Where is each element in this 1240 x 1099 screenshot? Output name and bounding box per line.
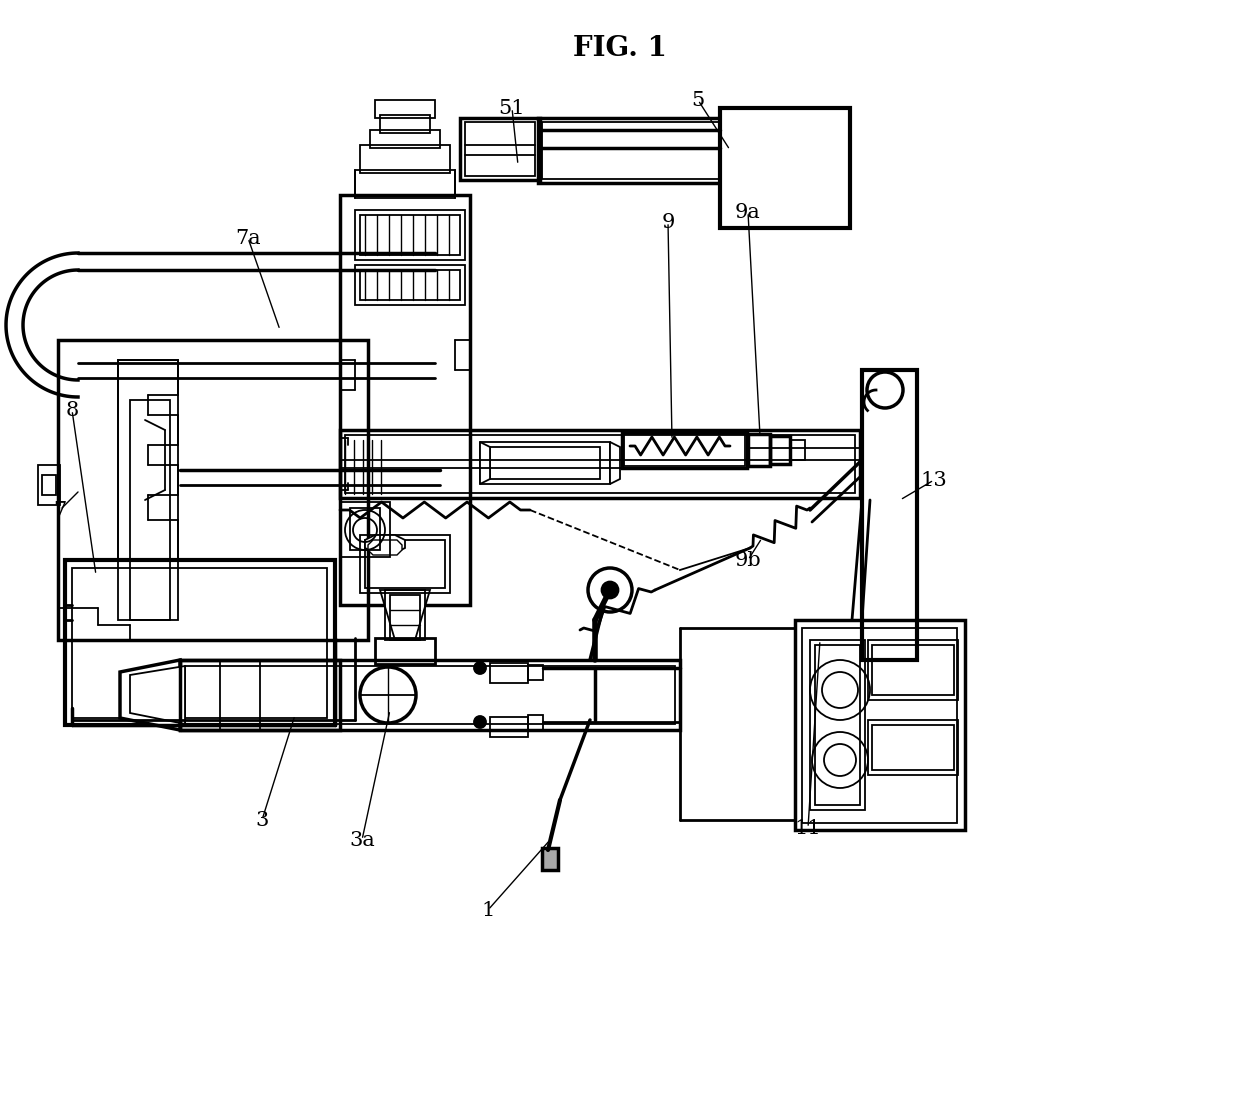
Text: 7a: 7a — [236, 229, 260, 247]
Bar — [528, 715, 543, 730]
Bar — [350, 508, 379, 550]
Bar — [770, 436, 790, 464]
Bar — [374, 639, 435, 664]
Bar — [391, 595, 420, 640]
Text: 9: 9 — [661, 212, 675, 232]
Bar — [340, 195, 470, 606]
Text: 13: 13 — [920, 470, 947, 489]
Bar — [802, 628, 957, 823]
Bar — [622, 432, 746, 468]
Bar — [542, 122, 719, 179]
Text: 3a: 3a — [350, 831, 374, 850]
Polygon shape — [379, 590, 430, 640]
Bar — [624, 434, 745, 466]
Circle shape — [474, 717, 486, 728]
Bar — [538, 118, 723, 184]
Bar — [118, 360, 179, 620]
Bar — [748, 434, 770, 466]
Text: 3: 3 — [255, 810, 269, 830]
Bar — [480, 442, 610, 484]
Text: 9a: 9a — [735, 202, 761, 222]
Bar — [72, 568, 327, 718]
Bar — [42, 475, 56, 495]
Bar — [528, 665, 543, 680]
Bar — [374, 100, 435, 118]
Bar — [460, 118, 539, 180]
Text: 5: 5 — [692, 90, 704, 110]
Bar — [720, 108, 849, 227]
Bar — [872, 725, 954, 770]
Bar — [355, 210, 465, 260]
Bar — [355, 265, 465, 306]
Bar — [790, 440, 805, 460]
Bar — [355, 170, 455, 198]
Polygon shape — [480, 442, 490, 484]
Bar — [868, 640, 959, 700]
Bar — [490, 717, 528, 737]
Bar — [542, 848, 558, 870]
Text: 1: 1 — [481, 900, 495, 920]
Bar — [130, 400, 170, 620]
Bar — [810, 640, 866, 810]
Bar — [868, 720, 959, 775]
Bar — [862, 370, 918, 660]
Bar — [360, 535, 450, 593]
Bar — [340, 502, 391, 557]
Bar — [490, 447, 600, 479]
Bar — [360, 145, 450, 173]
Polygon shape — [130, 666, 185, 724]
Circle shape — [474, 662, 486, 674]
Bar — [180, 660, 680, 730]
Bar — [815, 645, 861, 804]
Bar — [370, 130, 440, 148]
Bar — [365, 540, 445, 588]
Polygon shape — [365, 535, 405, 553]
Bar — [384, 590, 425, 640]
Polygon shape — [368, 540, 402, 555]
Text: 11: 11 — [795, 819, 821, 837]
Text: 8: 8 — [66, 400, 78, 420]
Bar — [795, 620, 965, 830]
Bar — [180, 660, 340, 730]
Polygon shape — [610, 442, 620, 484]
Bar — [465, 122, 534, 176]
Bar — [345, 435, 856, 493]
Text: 7: 7 — [53, 500, 67, 520]
Bar — [64, 560, 335, 725]
Polygon shape — [120, 660, 180, 730]
Bar — [340, 430, 861, 498]
Bar — [872, 645, 954, 695]
Bar — [38, 465, 60, 506]
Bar — [490, 663, 528, 682]
Bar — [58, 340, 368, 640]
Bar — [360, 270, 460, 300]
Bar — [360, 215, 460, 255]
Text: FIG. 1: FIG. 1 — [573, 34, 667, 62]
Circle shape — [588, 568, 632, 612]
Bar — [185, 666, 675, 724]
Circle shape — [601, 582, 618, 598]
Text: 51: 51 — [498, 99, 526, 118]
Bar — [379, 115, 430, 133]
Text: 9b: 9b — [734, 551, 761, 569]
